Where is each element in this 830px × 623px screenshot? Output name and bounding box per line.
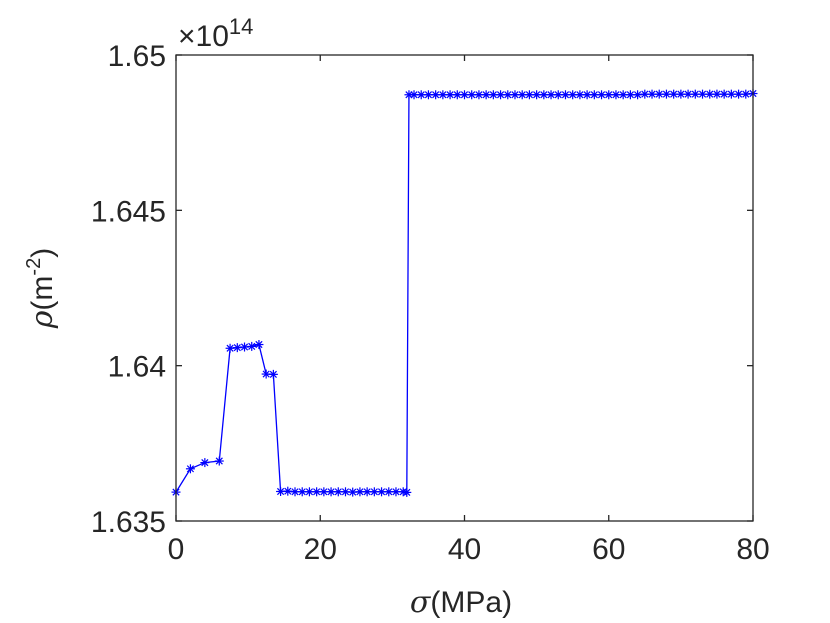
data-point-marker (452, 90, 462, 100)
y-axis-label-unit-close: ) (26, 248, 59, 258)
data-point-marker (409, 90, 419, 100)
data-point-marker (240, 342, 250, 352)
data-point-marker (402, 487, 412, 497)
axes-box (175, 54, 754, 522)
data-point-marker (232, 343, 242, 353)
y-tick-label: 1.635 (91, 506, 166, 539)
data-point-marker (268, 369, 278, 379)
y-tick-label: 1.645 (91, 195, 166, 228)
x-axis-label-symbol: σ (410, 585, 432, 620)
x-axis-label-unit: (MPa) (430, 586, 512, 619)
y-axis-label-symbol: ρ (25, 310, 60, 329)
data-point-marker (261, 369, 271, 379)
ticks-layer: 0 20 40 60 80 1.635 1.64 1.645 1.65 (91, 40, 770, 566)
y-tick-label: 1.64 (108, 351, 166, 384)
data-point-marker (633, 90, 643, 100)
data-point-marker (200, 458, 210, 468)
x-axis-label: σ(MPa) (410, 585, 512, 620)
data-point-marker (597, 90, 607, 100)
x-tick-label: 40 (448, 533, 481, 566)
data-point-marker (719, 89, 729, 99)
y-multiplier-exponent: 14 (229, 14, 253, 39)
data-point-marker (553, 90, 563, 100)
x-tick-label: 80 (736, 533, 769, 566)
data-point-marker (488, 90, 498, 100)
y-axis-label-unit-sup: -2 (23, 258, 45, 276)
series-layer (171, 89, 758, 497)
y-axis-label: ρ(m-2) (23, 248, 60, 329)
data-point-marker (741, 89, 751, 99)
data-point-marker (640, 89, 650, 99)
data-point-marker (460, 90, 469, 100)
data-point-marker (546, 90, 556, 100)
x-tick-label: 20 (304, 533, 337, 566)
data-point-marker (726, 89, 736, 99)
x-tick-label: 0 (168, 533, 185, 566)
y-multiplier-base: ×10 (178, 20, 229, 53)
y-tick-label: 1.65 (108, 40, 166, 73)
y-multiplier-label: ×1014 (178, 14, 253, 53)
data-point-marker (438, 90, 448, 100)
data-point-marker (712, 89, 722, 99)
data-point-marker (326, 487, 336, 497)
data-point-marker (283, 486, 293, 496)
x-tick-label: 60 (592, 533, 625, 566)
y-axis-label-unit: (m (26, 276, 59, 311)
data-point-marker (319, 487, 329, 497)
data-point-marker (185, 464, 195, 474)
data-point-marker (214, 456, 224, 466)
plot-area (176, 55, 753, 521)
data-point-marker (254, 340, 264, 350)
data-point-marker (225, 343, 235, 353)
data-point-marker (481, 90, 491, 100)
data-point-marker (247, 341, 257, 351)
data-point-marker (276, 486, 286, 496)
